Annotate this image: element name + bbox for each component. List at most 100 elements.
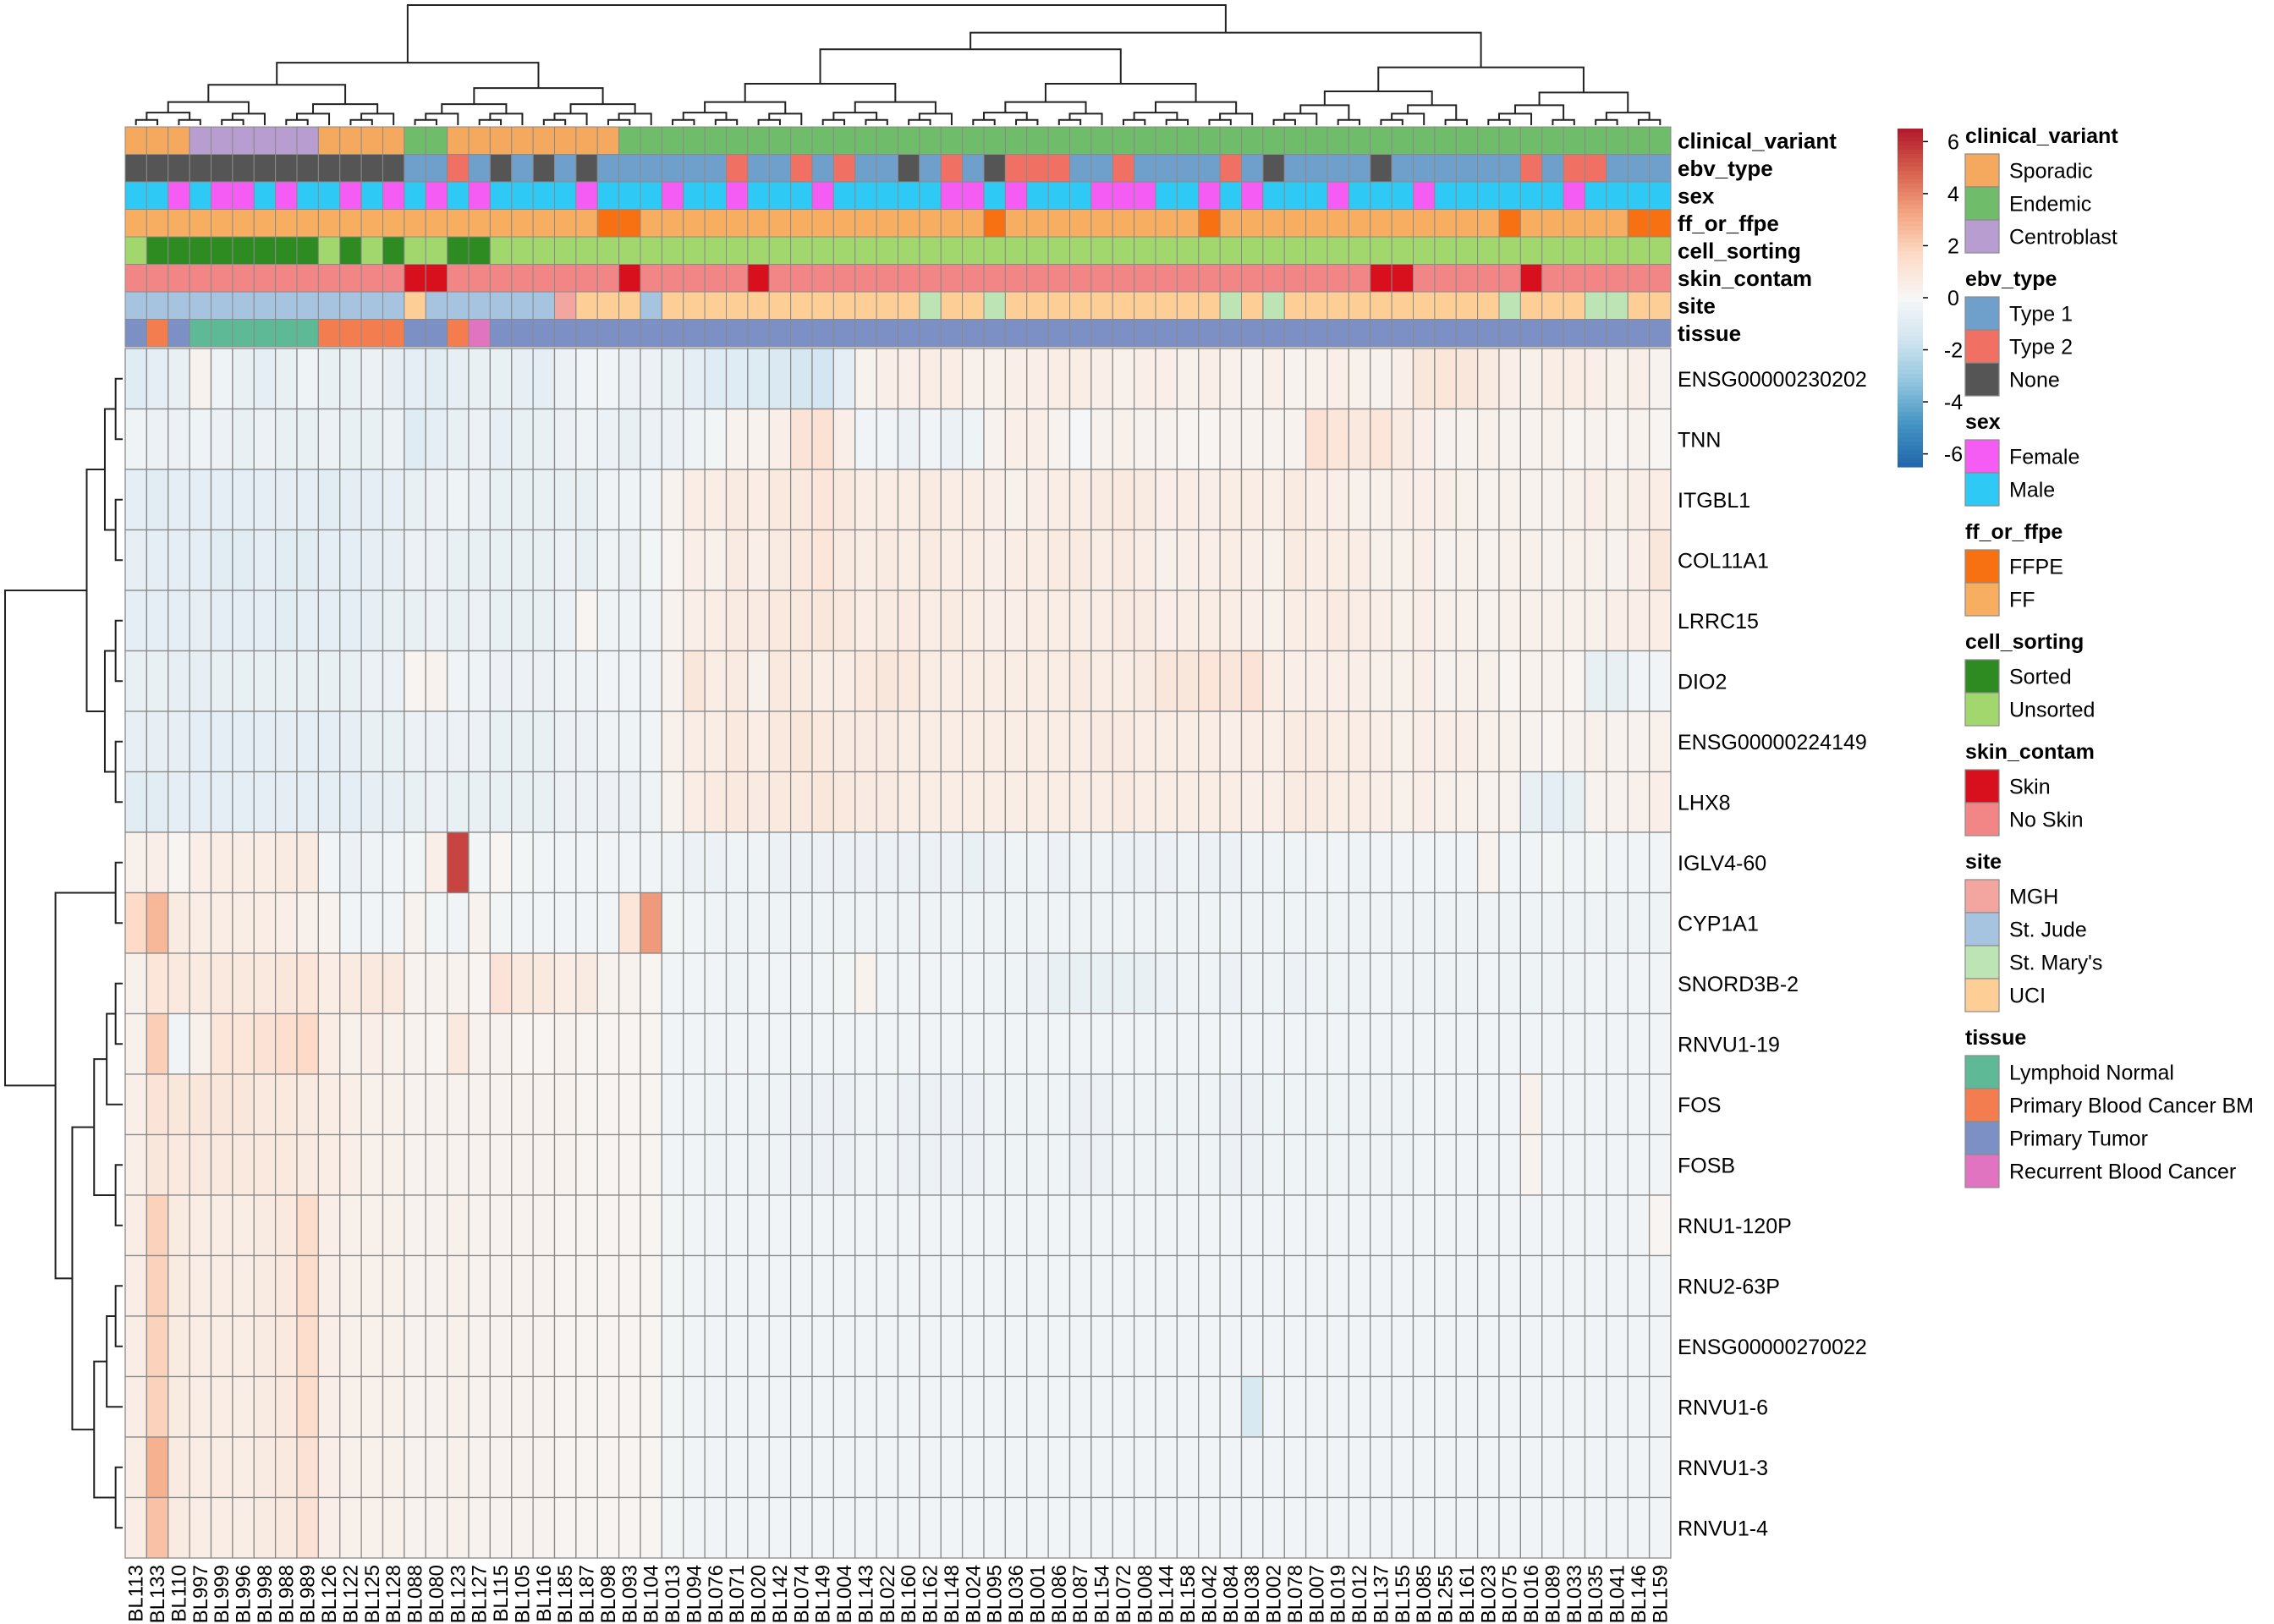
heatmap-cell bbox=[1283, 1254, 1307, 1317]
heatmap-cell bbox=[1648, 1133, 1672, 1196]
heatmap-cell bbox=[1627, 408, 1651, 470]
heatmap-cell bbox=[146, 348, 169, 410]
legend-swatch bbox=[1964, 329, 2000, 364]
heatmap-cell bbox=[618, 1496, 641, 1559]
heatmap-cell bbox=[1391, 1012, 1414, 1075]
heatmap-cell bbox=[1348, 771, 1371, 833]
heatmap-cell bbox=[1240, 1073, 1264, 1136]
annotation-cell-site bbox=[1455, 291, 1479, 320]
annotation-cell-cell_sorting bbox=[1176, 236, 1200, 265]
dendrogram-branch bbox=[1015, 118, 1039, 125]
heatmap-cell bbox=[940, 1496, 964, 1559]
heatmap-cell bbox=[1112, 1073, 1135, 1136]
heatmap-cell bbox=[1283, 1496, 1307, 1559]
legend-item-label: UCI bbox=[2009, 985, 2046, 1008]
heatmap-cell bbox=[446, 831, 470, 894]
colorbar-segment bbox=[1898, 217, 1923, 222]
heatmap-cell bbox=[317, 650, 341, 712]
heatmap-cell bbox=[168, 892, 190, 954]
heatmap-cell bbox=[189, 831, 212, 894]
heatmap-cell bbox=[1112, 1375, 1135, 1438]
heatmap-cell bbox=[1455, 469, 1479, 531]
annotation-cell-ebv_type bbox=[360, 154, 383, 183]
heatmap-cell bbox=[919, 590, 942, 652]
colorbar-segment bbox=[1898, 332, 1923, 337]
heatmap-cell bbox=[897, 952, 920, 1015]
annotation-cell-site bbox=[317, 291, 341, 320]
heatmap-cell bbox=[1026, 831, 1049, 894]
heatmap-cell bbox=[489, 952, 513, 1015]
heatmap-cell bbox=[1090, 952, 1113, 1015]
legend-swatch bbox=[1964, 582, 2000, 617]
heatmap-cell bbox=[1541, 831, 1564, 894]
heatmap-cell bbox=[640, 710, 663, 773]
heatmap-cell bbox=[425, 408, 448, 470]
heatmap-cell bbox=[1455, 1436, 1479, 1499]
heatmap-cell bbox=[532, 892, 556, 954]
annotation-cell-clinical_variant bbox=[898, 126, 920, 155]
heatmap-cell bbox=[1026, 1436, 1049, 1499]
heatmap-cell bbox=[1476, 1073, 1500, 1136]
annotation-cell-skin_contam bbox=[1262, 264, 1285, 293]
heatmap-cell bbox=[1240, 1133, 1264, 1196]
heatmap-cell bbox=[575, 831, 598, 894]
sample-label: BL022 bbox=[876, 1565, 899, 1623]
legend-item-label: St. Jude bbox=[2009, 919, 2087, 942]
heatmap-cell bbox=[596, 952, 620, 1015]
sample-label: BL149 bbox=[812, 1565, 835, 1623]
heatmap-cell bbox=[124, 710, 148, 773]
annotation-cell-tissue bbox=[275, 319, 298, 348]
annotation-cell-ff_or_ffpe bbox=[253, 209, 277, 238]
heatmap-cell bbox=[1133, 348, 1156, 410]
heatmap-cell bbox=[640, 1194, 663, 1257]
annotation-cell-skin_contam bbox=[811, 264, 834, 293]
annotation-cell-ebv_type bbox=[253, 154, 277, 183]
heatmap-cell bbox=[876, 831, 899, 894]
heatmap-cell bbox=[553, 408, 577, 470]
annotation-cell-sex bbox=[983, 181, 1006, 210]
heatmap-cell bbox=[189, 590, 212, 652]
heatmap-cell bbox=[747, 952, 770, 1015]
heatmap-cell bbox=[1584, 831, 1607, 894]
heatmap-cell bbox=[1090, 408, 1113, 470]
colorbar-segment bbox=[1898, 145, 1923, 151]
legend-swatch bbox=[1964, 769, 2000, 804]
heatmap-cell bbox=[618, 1012, 641, 1075]
annotation-cell-ff_or_ffpe bbox=[275, 209, 298, 238]
annotation-cell-ff_or_ffpe bbox=[983, 209, 1006, 238]
annotation-cell-clinical_variant bbox=[1241, 126, 1264, 155]
heatmap-cell bbox=[1155, 831, 1178, 894]
colorbar-segment bbox=[1898, 251, 1923, 256]
heatmap-cell bbox=[683, 1073, 706, 1136]
colorbar-segment bbox=[1898, 319, 1923, 324]
sample-label: BL155 bbox=[1392, 1565, 1414, 1623]
annotation-cell-site bbox=[447, 291, 470, 320]
annotation-cell-ebv_type bbox=[1541, 154, 1564, 183]
heatmap-cell bbox=[1348, 650, 1371, 712]
heatmap-cell bbox=[553, 710, 577, 773]
annotation-cell-sex bbox=[275, 181, 298, 210]
annotation-cell-cell_sorting bbox=[726, 236, 749, 265]
heatmap-cell bbox=[1455, 771, 1479, 833]
heatmap-cell bbox=[832, 1375, 856, 1438]
heatmap-cell bbox=[511, 952, 534, 1015]
heatmap-cell bbox=[425, 348, 448, 410]
heatmap-cell bbox=[704, 952, 728, 1015]
heatmap-cell bbox=[253, 408, 277, 470]
heatmap-cell bbox=[1026, 1254, 1049, 1317]
dendrogram-branch bbox=[1380, 118, 1403, 125]
annotation-cell-skin_contam bbox=[683, 264, 706, 293]
annotation-cell-ff_or_ffpe bbox=[317, 209, 341, 238]
dendrogram-branch bbox=[114, 619, 123, 683]
annotation-cell-skin_contam bbox=[962, 264, 985, 293]
heatmap-cell bbox=[961, 1254, 985, 1317]
annotation-cell-site bbox=[575, 291, 598, 320]
heatmap-cell bbox=[1648, 1073, 1672, 1136]
heatmap-cell bbox=[1541, 529, 1564, 591]
heatmap-cell bbox=[1391, 1194, 1414, 1257]
heatmap-cell bbox=[1090, 771, 1113, 833]
heatmap-cell bbox=[274, 469, 298, 531]
heatmap-cell bbox=[596, 590, 620, 652]
heatmap-cell bbox=[1283, 1073, 1307, 1136]
heatmap-cell bbox=[1476, 590, 1500, 652]
